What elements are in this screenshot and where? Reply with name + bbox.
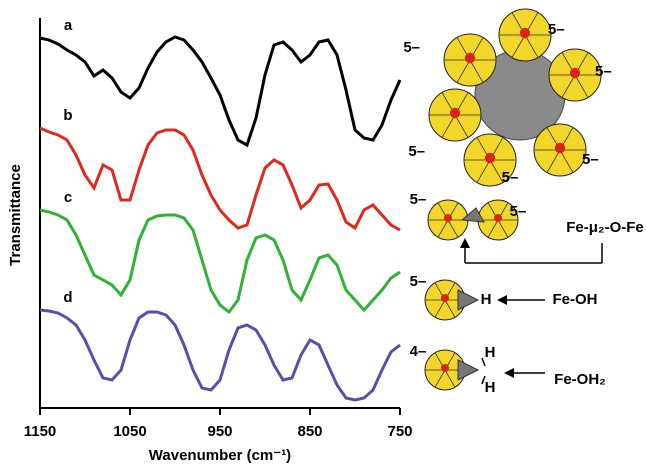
annotation: 5– — [410, 273, 427, 290]
arrowhead — [504, 368, 514, 378]
annotation: 5– — [595, 63, 612, 80]
annotation: 5– — [403, 39, 420, 56]
annotation: Fe-μ₂-O-Fe — [566, 219, 644, 236]
fe-octahedron — [458, 290, 478, 310]
spectrum-line — [40, 210, 400, 312]
iron-center — [441, 364, 449, 372]
arrowhead — [497, 295, 507, 305]
annotation: 5– — [502, 169, 519, 186]
iron-center — [444, 214, 452, 222]
iron-center — [485, 153, 495, 163]
annotation: 5– — [548, 21, 565, 38]
chart: Transmittance Wavenumber (cm⁻¹) 1150 1050… — [0, 0, 646, 470]
annotation: H — [485, 379, 496, 396]
annotation: H — [481, 291, 492, 308]
series-label: d — [63, 289, 72, 306]
fe-octahedron — [458, 360, 478, 380]
annotation: 5– — [408, 143, 425, 160]
annotation: 5– — [410, 191, 427, 208]
series-label: b — [63, 107, 72, 124]
spectrum-line — [40, 37, 400, 145]
x-axis-label: Wavenumber (cm⁻¹) — [149, 447, 291, 464]
annotation: 4– — [410, 343, 427, 360]
x-tick-label: 750 — [387, 423, 412, 440]
spectrum-line — [40, 310, 400, 400]
iron-center — [570, 68, 580, 78]
x-tick-label: 1050 — [113, 423, 146, 440]
iron-center — [441, 294, 449, 302]
iron-center — [520, 28, 530, 38]
arrowhead — [460, 238, 470, 248]
series-label: a — [64, 17, 73, 34]
annotation: H — [485, 344, 496, 361]
x-tick-label: 1150 — [24, 423, 57, 440]
iron-center — [555, 143, 565, 153]
series-label: c — [64, 189, 72, 206]
y-axis-label: Transmittance — [7, 164, 24, 266]
x-tick-label: 850 — [297, 423, 322, 440]
iron-center — [465, 53, 475, 63]
x-tick-label: 950 — [207, 423, 232, 440]
iron-center — [450, 108, 460, 118]
annotation: 5– — [510, 203, 527, 220]
annotation: 5– — [582, 151, 599, 168]
iron-center — [494, 214, 502, 222]
annotation: Fe-OH₂ — [554, 371, 606, 388]
structure-illustrations — [425, 9, 602, 390]
annotation: Fe-OH — [553, 291, 598, 308]
spectrum-line — [40, 128, 400, 230]
